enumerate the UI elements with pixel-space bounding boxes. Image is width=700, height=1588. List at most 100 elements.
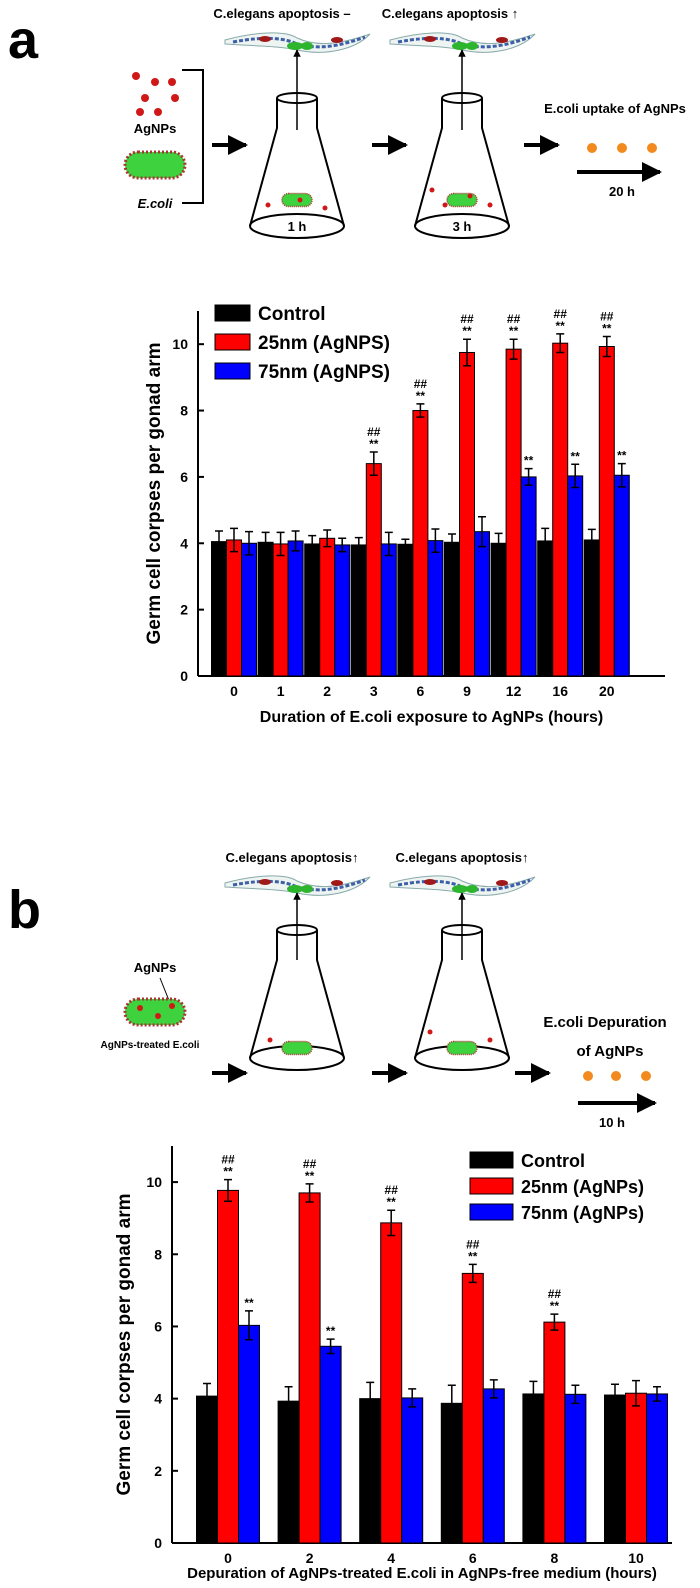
legend-swatch [469, 1151, 514, 1169]
bar [461, 1272, 484, 1544]
error-bar [617, 462, 626, 488]
significance-mark: ** [387, 1195, 397, 1209]
significance-mark: ## [600, 310, 614, 324]
significance-mark: ## [221, 1153, 235, 1167]
significance-mark: ** [326, 1324, 336, 1338]
bar [334, 544, 351, 677]
significance-mark: ## [460, 312, 474, 326]
x-tick-label: 20 [599, 683, 615, 699]
significance-mark: ** [305, 1169, 315, 1183]
y-tick-label: 8 [180, 403, 188, 419]
error-bar [369, 451, 378, 476]
significance-mark: ## [414, 377, 428, 391]
y-tick-label: 10 [146, 1174, 162, 1190]
significance-mark: ## [554, 307, 568, 321]
bar [298, 1192, 321, 1544]
bar [217, 1189, 239, 1544]
diagram-label: C.elegans apoptosis↑ [226, 850, 359, 865]
error-bar [571, 1384, 580, 1405]
legend-label: Control [258, 304, 326, 325]
diagram-label: AgNPs [134, 960, 177, 975]
bar [304, 543, 321, 677]
diagram-label: E.coli [138, 196, 173, 211]
diagram-label: AgNPs [134, 121, 177, 136]
bar [277, 1400, 300, 1544]
bar [520, 476, 537, 677]
error-bar [431, 528, 440, 553]
diagram-label: E.coli Depuration [543, 1014, 666, 1031]
bar [490, 542, 507, 677]
bar [272, 543, 289, 677]
y-tick-label: 0 [154, 1535, 162, 1551]
error-bar [509, 338, 518, 360]
x-tick-label: 1 [277, 683, 285, 699]
diagram-label: E.coli uptake of AgNPs [544, 101, 686, 116]
significance-mark: ** [550, 1299, 560, 1313]
bar [380, 1222, 403, 1544]
error-bar [203, 1382, 211, 1410]
bar [625, 1392, 647, 1544]
error-bar [326, 1338, 335, 1355]
significance-mark: ** [462, 324, 472, 338]
bar [196, 1395, 218, 1544]
error-bar [245, 530, 253, 556]
bar [359, 1398, 382, 1544]
error-bar [632, 1379, 640, 1407]
bar [226, 539, 242, 677]
bar [505, 348, 522, 677]
bar [646, 1393, 668, 1544]
error-bar [230, 527, 238, 553]
error-bar [366, 1381, 375, 1416]
diagram-label: 1 h [288, 219, 307, 234]
error-bar [529, 1380, 538, 1408]
legend-swatch [469, 1203, 514, 1221]
significance-mark: ## [507, 312, 521, 326]
diagram-a: a C.elegans apoptosis – C.elegans apopto… [8, 6, 686, 239]
bar [552, 342, 569, 677]
error-bar [489, 1379, 498, 1399]
error-bar [463, 338, 471, 367]
panel-label: a [8, 10, 39, 70]
error-bar [468, 1263, 477, 1284]
bar [412, 410, 429, 677]
x-tick-label: 12 [506, 683, 522, 699]
diagram-label: AgNPs-treated E.coli [101, 1040, 200, 1051]
bar [241, 542, 257, 677]
x-tick-label: 6 [469, 1550, 477, 1566]
legend-label: 25nm (AgNPS) [258, 333, 390, 354]
bar [537, 540, 554, 677]
y-tick-label: 10 [172, 336, 188, 352]
bar [319, 537, 336, 677]
legend-swatch [214, 333, 251, 351]
x-tick-label: 16 [552, 683, 568, 699]
x-tick-label: 3 [370, 683, 378, 699]
legend-swatch [214, 362, 251, 380]
x-tick-label: 0 [224, 1550, 232, 1566]
error-bar [384, 531, 393, 557]
legend-label: 75nm (AgNPS) [258, 362, 390, 383]
diagram-label: 10 h [599, 1115, 625, 1130]
error-bar [571, 463, 580, 489]
panel-label: b [8, 880, 41, 940]
significance-mark: ## [466, 1237, 480, 1251]
error-bar [261, 531, 270, 553]
error-bar [284, 1385, 293, 1417]
significance-mark: ** [524, 454, 534, 468]
significance-mark: ** [556, 319, 566, 333]
diagram-label: 20 h [609, 184, 635, 199]
x-tick-label: 8 [551, 1550, 559, 1566]
error-bar [291, 530, 300, 552]
error-bar [245, 1310, 253, 1341]
error-bar [611, 1383, 619, 1407]
error-bar [401, 538, 410, 550]
bar [564, 1393, 587, 1544]
x-axis-label: Depuration of AgNPs-treated E.coli in Ag… [187, 1565, 657, 1582]
bar [583, 539, 600, 677]
significance-mark: ** [571, 449, 581, 463]
legend-swatch [214, 304, 251, 322]
error-bar [653, 1385, 661, 1402]
bar [567, 475, 584, 677]
legend-label: Control [521, 1151, 585, 1171]
diagram-label: C.elegans apoptosis – [213, 6, 350, 21]
significance-mark: ** [244, 1296, 254, 1310]
